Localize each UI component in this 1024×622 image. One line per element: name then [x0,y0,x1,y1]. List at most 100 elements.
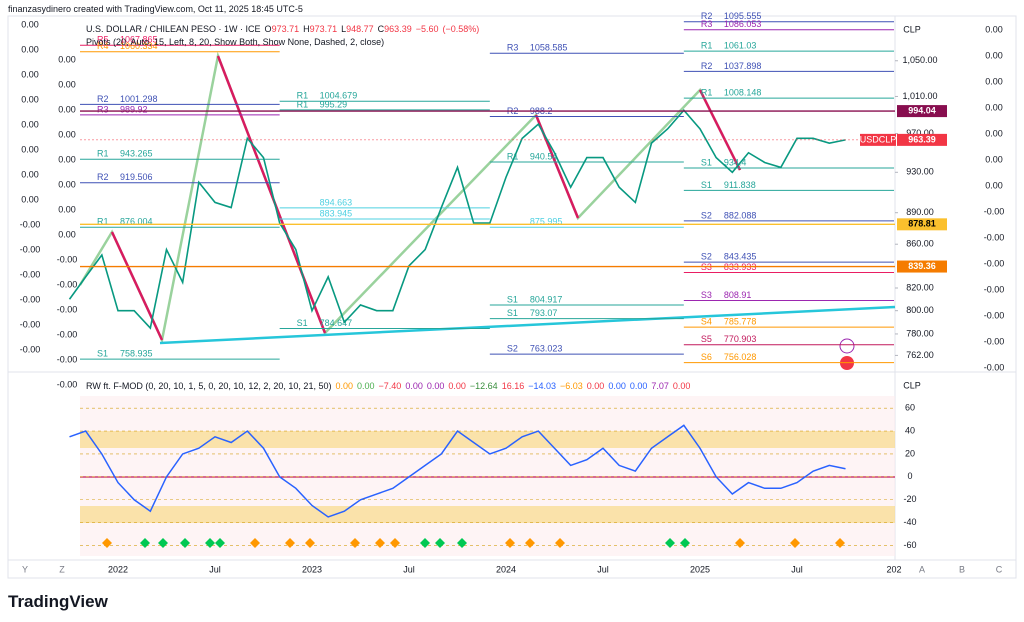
pivot-value: 919.506 [120,172,153,182]
pivot-value: 876.004 [120,217,153,227]
pivot-name: R1 [701,88,713,98]
left-scale-label: 0.00 [58,104,76,114]
x-tick-label: Jul [403,564,415,574]
pivot-value: 883.945 [320,208,353,218]
pivot-value: 784.647 [320,318,353,328]
chart-header: U.S. DOLLAR / CHILEAN PESO · 1W · ICE O 97… [86,24,479,34]
right-scale-label: -0.00 [984,310,1005,320]
left-scale-label: 0.00 [21,194,39,204]
left-scale-label: 0.00 [21,144,39,154]
corner-button[interactable]: C [996,564,1003,574]
zigzag-down [110,231,164,341]
right-scale-label: 0.00 [985,128,1003,138]
pivot-name: S1 [701,157,712,167]
left-scale-label: 0.00 [21,119,39,129]
x-tick-label: 2022 [108,564,128,574]
y-tick-label: 762.00 [906,350,934,360]
pivot-value: 1061.03 [724,41,757,51]
pivot-value: 808.91 [724,290,752,300]
y-tick-label: 1,050.00 [902,55,937,65]
pivot-name: R1 [507,151,519,161]
indicator-header: RW ft. F-MOD (0, 20, 10, 1, 5, 0, 20, 10… [86,381,690,391]
pivot-value: 1004.679 [320,91,358,101]
right-scale-label: 0.00 [985,154,1003,164]
signal-marker [205,538,215,548]
price-tag-label: 839.36 [908,261,936,271]
signal-marker [790,538,800,548]
right-scale-label: 0.00 [985,102,1003,112]
signal-marker [457,538,467,548]
signal-marker [680,538,690,548]
indicator-band [80,396,895,556]
corner-button[interactable]: Y [22,564,28,574]
left-scale-label: 0.00 [58,229,76,239]
pivot-name: R4 [97,41,109,51]
left-scale-label: 0.00 [58,79,76,89]
legend-value: −6.03 [560,381,583,391]
price-tag-label: 878.81 [908,219,936,229]
price-tag [897,218,947,231]
pivot-name: S2 [701,251,712,261]
pivot-value: 1001.298 [120,94,158,104]
change: −5.60 [415,24,439,34]
signal-marker [180,538,190,548]
indicator-title: RW ft. F-MOD (0, 20, 10, 1, 5, 0, 20, 10… [86,381,332,391]
price-tag-label: 994.04 [908,105,936,115]
symbol-tag [860,133,896,146]
legend-value: −7.40 [378,381,402,391]
corner-button[interactable]: A [919,564,925,574]
x-tick-label: Jul [209,564,221,574]
left-scale-label: -0.00 [20,269,41,279]
pivot-value: 911.838 [724,180,756,190]
indicator-tick-label: 60 [905,403,915,413]
left-scale-label: 0.00 [58,204,76,214]
zigzag-down [698,89,742,171]
signal-marker [420,538,430,548]
right-scale-label: 0.00 [985,180,1003,190]
right-scale-label: -0.00 [984,362,1005,372]
left-scale-label: -0.00 [57,254,78,264]
logo: TradingView [8,592,108,612]
right-scale-label: -0.00 [984,336,1005,346]
legend-value: 0.00 [448,381,466,391]
subtitle: Pivots (20, Auto, 15, Left, 8, 20, Show … [86,37,385,47]
attribution-text: finanzasydinero created with TradingView… [8,4,303,14]
pivot-name: R3 [507,43,519,53]
indicator-line [69,424,846,518]
signal-marker [158,538,168,548]
event-icon[interactable] [839,338,855,354]
pivot-value: 989.92 [120,104,148,114]
corner-button[interactable]: B [959,564,965,574]
pivot-value: 758.935 [120,348,153,358]
symbol-label: USDCLP [860,134,897,144]
legend-value: 0.00 [586,381,605,391]
pivot-name: R3 [97,104,109,114]
legend-value: 0.00 [426,381,445,391]
price-tag [897,133,947,146]
x-tick-label: 202 [886,564,901,574]
y-tick-label: 780.00 [906,328,934,338]
pivot-name: R3 [701,19,713,29]
pivot-value: 1095.555 [724,11,762,21]
signal-marker [350,538,360,548]
price-line [68,108,846,330]
pivot-name: S2 [701,210,712,220]
left-scale-label: -0.00 [57,379,78,389]
signal-marker [285,538,295,548]
pivot-name: S1 [297,318,308,328]
attribution: finanzasydinero created with TradingView… [8,4,303,14]
pivot-name: R2 [97,94,109,104]
corner-button[interactable]: Z [59,564,65,574]
ohlc-value: 973.71 [271,24,300,34]
pivot-name: S1 [507,308,518,318]
signal-marker [555,538,565,548]
left-scale-label: 0.00 [58,54,76,64]
left-scale-label: 0.00 [21,169,39,179]
signal-marker [435,538,445,548]
pivot-name: S1 [507,294,518,304]
pivot-name: R2 [701,11,713,21]
legend-value: 0.00 [608,381,626,391]
left-scale-label: 0.00 [21,69,39,79]
pivot-name: R1 [97,149,109,159]
signal-marker [390,538,400,548]
